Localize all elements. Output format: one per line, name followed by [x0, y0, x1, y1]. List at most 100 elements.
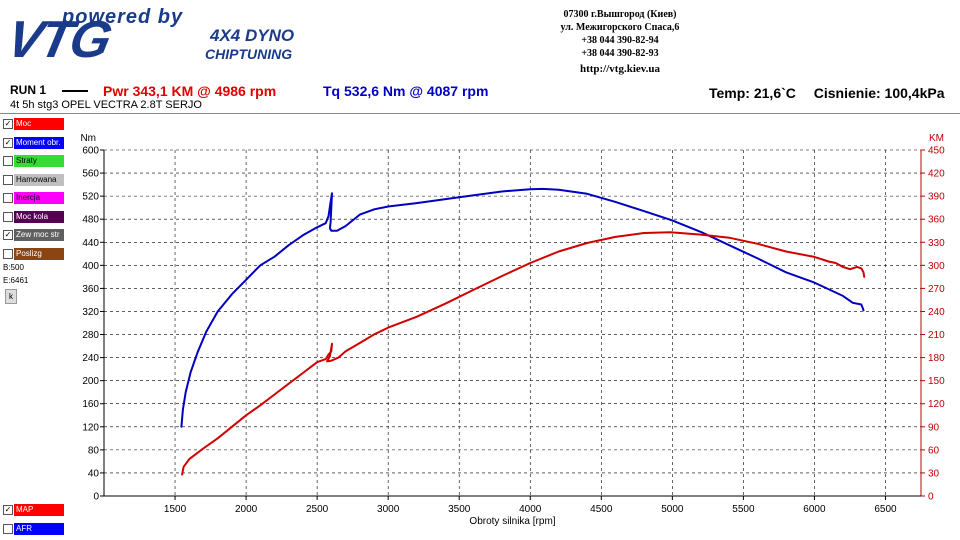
legend-label: Poslizg	[14, 247, 64, 260]
x-axis-title: Obroty silnika [rpm]	[469, 516, 555, 527]
x-tick-label: 4500	[590, 504, 613, 515]
y-tick-label-left: 600	[82, 146, 99, 157]
y-tick-label-right: 240	[928, 307, 945, 318]
phone-line-2: +38 044 390-82-93	[581, 48, 659, 59]
y-tick-label-right: 210	[928, 330, 945, 341]
legend-item[interactable]: Hamowana	[3, 173, 64, 186]
y-tick-label-right: 30	[928, 468, 940, 479]
legend-label: Moment obr.	[14, 136, 64, 149]
legend-item[interactable]: Inercja	[3, 192, 64, 204]
begin-rpm: B:500	[3, 263, 24, 272]
y-tick-label-left: 280	[82, 330, 99, 341]
x-tick-label: 2000	[235, 504, 258, 515]
legend-label: Inercja	[14, 192, 64, 204]
header-divider	[0, 113, 960, 114]
phone-line-1: +38 044 390-82-94	[581, 35, 659, 46]
legend-label: Straty	[14, 155, 64, 167]
y-tick-label-right: 330	[928, 238, 945, 249]
legend-checkbox[interactable]	[3, 156, 13, 166]
y-tick-label-right: 150	[928, 376, 945, 387]
axes: 0 0 40 30 80 60 120 90 160 120 200 150 240 180 280 210 3…	[80, 133, 945, 527]
y-tick-label-left: 200	[82, 376, 99, 387]
y-tick-label-right: 270	[928, 284, 945, 295]
y-tick-label-right: 120	[928, 399, 945, 410]
y-tick-label-left: 440	[82, 238, 99, 249]
peak-power: Pwr 343,1 KM @ 4986 rpm	[103, 83, 277, 99]
legend-checkbox[interactable]	[3, 211, 13, 222]
curves	[180, 187, 866, 476]
pressure: Cisnienie: 100,4kPa	[813, 85, 945, 101]
x-tick-label: 3500	[448, 504, 471, 515]
y-tick-label-left: 80	[88, 445, 100, 456]
y-tick-label-right: 390	[928, 192, 945, 203]
y-tick-label-left: 400	[82, 261, 99, 272]
y-tick-label-right: 360	[928, 215, 945, 226]
x-tick-label: 5500	[732, 504, 755, 515]
legend-checkbox[interactable]	[3, 174, 13, 185]
y-tick-label-left: 120	[82, 422, 99, 433]
y-tick-label-right: 180	[928, 353, 945, 364]
x-tick-label: 1500	[164, 504, 187, 515]
y-tick-label-left: 160	[82, 399, 99, 410]
x-tick-label: 4000	[519, 504, 542, 515]
x-tick-label: 5000	[661, 504, 684, 515]
powered-by-text: powered by	[62, 6, 184, 28]
legend-checkbox[interactable]: ✓	[3, 137, 13, 148]
conditions: Temp: 21,6`C Cisnienie: 100,4kPa	[709, 85, 945, 101]
address-line-1: 07300 г.Вышгород (Киев)	[563, 9, 677, 20]
legend-bottom-item[interactable]: AFR	[3, 522, 64, 535]
run-label: RUN 1	[10, 83, 47, 97]
y-tick-label-right: 450	[928, 146, 945, 157]
x-tick-label: 2500	[306, 504, 329, 515]
legend-checkbox[interactable]	[3, 193, 13, 203]
legend-label: Zew moc str	[14, 229, 64, 241]
y-tick-label-right: 60	[928, 445, 940, 456]
temperature: Temp: 21,6`C	[709, 85, 796, 101]
legend-bottom-checkbox[interactable]: ✓	[3, 505, 13, 515]
legend-item[interactable]: Poslizg	[3, 247, 64, 260]
y-tick-label-right: 420	[928, 169, 945, 180]
legend-bottom-label: MAP	[14, 504, 64, 516]
x-tick-label: 6000	[803, 504, 826, 515]
vehicle-description: 4t 5h stg3 OPEL VECTRA 2.8T SERJO	[10, 99, 202, 111]
peak-torque: Tq 532,6 Nm @ 4087 rpm	[323, 83, 489, 99]
series-line-torque	[180, 187, 865, 428]
website-url: http://vtg.kiev.ua	[579, 63, 661, 75]
contact-block: 07300 г.Вышгород (Киев) ул. Межигорского…	[520, 8, 720, 76]
address-line-2: ул. Межигорского Спаса,6	[560, 22, 680, 33]
grid	[104, 149, 921, 496]
y-tick-label-right: 90	[928, 422, 940, 433]
y-tick-label-right: 300	[928, 261, 945, 272]
y-axis-title-left: Nm	[80, 133, 96, 144]
legend-label: Moc kola	[14, 210, 64, 223]
legend-label: Moc	[14, 118, 64, 130]
y-tick-label-left: 560	[82, 169, 99, 180]
legend-item[interactable]: Straty	[3, 155, 64, 167]
legend-checkbox[interactable]	[3, 248, 13, 259]
y-axis-title-right: KM	[929, 133, 944, 144]
legend-label: Hamowana	[14, 173, 64, 186]
y-tick-label-left: 320	[82, 307, 99, 318]
series-line-power	[181, 231, 866, 476]
run-line-swatch	[62, 90, 88, 92]
k-button[interactable]: k	[5, 289, 17, 304]
legend-item[interactable]: ✓ Zew moc str	[3, 229, 64, 241]
y-tick-label-left: 0	[93, 492, 99, 503]
legend-checkbox[interactable]: ✓	[3, 230, 13, 240]
y-tick-label-left: 480	[82, 215, 99, 226]
legend-bottom-checkbox[interactable]	[3, 523, 13, 534]
legend-bottom-item[interactable]: ✓ MAP	[3, 504, 64, 516]
y-tick-label-left: 240	[82, 353, 99, 364]
y-tick-label-right: 0	[928, 492, 934, 503]
legend-checkbox[interactable]: ✓	[3, 119, 13, 129]
y-tick-label-left: 520	[82, 192, 99, 203]
x-tick-label: 3000	[377, 504, 400, 515]
legend-bottom-label: AFR	[14, 522, 64, 535]
y-tick-label-left: 40	[88, 468, 100, 479]
logo-subtitle-chiptuning: CHIPTUNING	[205, 46, 293, 62]
legend-item[interactable]: ✓ Moment obr.	[3, 136, 64, 149]
logo-subtitle-dyno: 4X4 DYNO	[210, 26, 295, 45]
legend-item[interactable]: ✓ Moc	[3, 118, 64, 130]
legend-item[interactable]: Moc kola	[3, 210, 64, 223]
